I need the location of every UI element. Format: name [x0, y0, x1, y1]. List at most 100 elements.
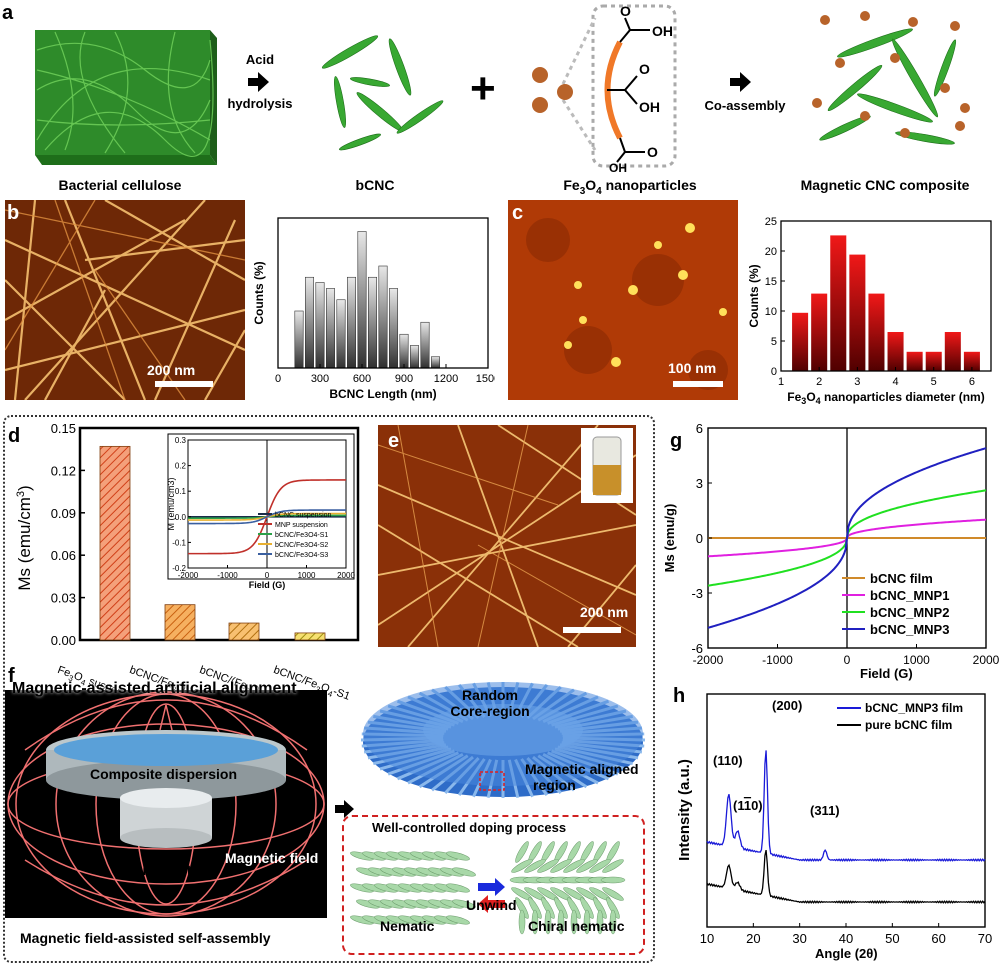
magnetic-cnc-composite-label: Magnetic CNC composite	[800, 177, 970, 193]
bcnc-length-histogram: 0 300 600 900 1200 1500 BCNC Length (nm) Coun…	[252, 217, 495, 401]
panel-b-scalebar: 200 nm	[147, 362, 196, 378]
plus-sign: +	[470, 64, 496, 113]
bcnc-rods-illustration	[321, 35, 444, 151]
o-text-2: O	[639, 61, 650, 77]
nematic-rod	[446, 883, 470, 893]
h-ylabel: Intensity (a.u.)	[676, 759, 693, 861]
b-bar	[368, 276, 378, 369]
hydrolysis-label: hydrolysis	[227, 96, 293, 111]
g-legend-label: bCNC_MNP3	[870, 622, 949, 637]
b-bar	[336, 299, 346, 369]
chiral-rod	[515, 841, 529, 863]
h-xtick-label: 10	[700, 931, 714, 946]
d-inset-ytick-label: -0.2	[172, 564, 186, 573]
c-ytick-label: 15	[765, 276, 777, 288]
d-inset-xtick-label: 1000	[298, 571, 316, 580]
o-text-3: O	[647, 144, 658, 160]
h-xtick-label: 50	[885, 931, 899, 946]
chiral-rod	[563, 859, 585, 873]
d-inset-legend-label: MNP suspension	[275, 522, 328, 529]
fe3o4-afm-image	[508, 200, 738, 400]
panel-d-chart: 0.000.030.060.090.120.15 Ms (emu/cm3) -2…	[15, 421, 360, 648]
mag-aligned-line1: Magnetic aligned	[525, 761, 639, 777]
d-inset-legend-label: bCNC suspension	[275, 512, 332, 519]
h-xtick-label: 60	[931, 931, 945, 946]
bcnc-afm-image	[5, 200, 245, 400]
fe3o4-diameter-histogram: 1 2 3 4 5 6 0 5 10 15 20 25 Fe3O4 nanoparticles dia…	[747, 216, 992, 406]
co-assembly-label: Co-assembly	[704, 98, 786, 113]
random-core-line2: Core-region	[450, 703, 530, 719]
chiral-rod	[580, 897, 594, 919]
chiral-nematic-label: Chiral nematic	[528, 918, 625, 934]
b-bar	[326, 288, 336, 369]
nematic-rod	[446, 915, 470, 925]
d-ytick-label: 0.06	[51, 548, 76, 563]
c-ytick-label: 5	[771, 336, 777, 348]
chiral-rod	[583, 909, 591, 935]
b-bar	[420, 321, 430, 369]
chiral-rod	[557, 909, 565, 935]
c-ytick-label: 20	[765, 246, 777, 258]
chiral-rod	[531, 909, 539, 935]
panel-g-chart: -2000 -1000 0 1000 2000 -6 -3 0 3 6 bCNC film bCNC_…	[662, 421, 1000, 665]
chiral-rod	[528, 897, 542, 919]
c-ylabel: Counts (%)	[747, 264, 761, 327]
g-ytick-label: 3	[696, 476, 703, 491]
c-bar	[792, 312, 809, 371]
magnetic-field-illustration	[5, 690, 327, 918]
d-inset-ytick-label: 0.3	[175, 436, 187, 445]
d-bar	[228, 622, 260, 641]
b-bar	[315, 282, 325, 369]
g-legend-label: bCNC film	[870, 571, 933, 586]
c-bar	[811, 293, 828, 371]
d-inset-legend-label: bCNC/Fe3O4-S3	[275, 552, 328, 559]
chiral-rod	[589, 859, 611, 873]
panel-h-label: h	[673, 685, 686, 707]
h-xtick-label: 40	[839, 931, 853, 946]
h-legend-2: pure bCNC film	[865, 718, 952, 732]
b-xtick-label: 300	[311, 373, 329, 385]
c-bar	[944, 332, 961, 371]
c-xtick-label: 4	[892, 376, 898, 388]
g-ytick-label: -3	[691, 586, 703, 601]
d-inset-ytick-label: -0.1	[172, 538, 186, 547]
b-bar	[294, 310, 304, 369]
chiral-rod	[576, 859, 598, 873]
panel-a-label: a	[2, 2, 14, 24]
bacterial-cellulose-label: Bacterial cellulose	[58, 177, 182, 193]
panel-f-label: f	[8, 665, 15, 687]
d-ylabel: Ms (emu/cm3)	[15, 485, 34, 590]
c-xtick-label: 2	[816, 376, 822, 388]
g-ytick-label: -6	[691, 641, 703, 656]
f-title: Magnetic-assisted artificial alignment	[12, 680, 297, 697]
chiral-rod	[537, 859, 559, 873]
composite-dispersion-label: Composite dispersion	[90, 766, 238, 782]
doping-box	[342, 815, 645, 955]
nematic-label: Nematic	[380, 918, 435, 934]
g-xtick-label: 0	[844, 653, 851, 665]
d-bar	[164, 604, 196, 641]
d-inset-ytick-label: 0.2	[175, 462, 187, 471]
g-xtick-label: -2000	[693, 653, 724, 665]
b-xtick-label: 1500	[476, 373, 495, 385]
o-text-1: O	[620, 3, 631, 19]
g-xtick-label: -1000	[762, 653, 793, 665]
g-xtick-label: 2000	[973, 653, 1000, 665]
arrow-right-icon	[248, 72, 269, 92]
nematic-rod	[452, 899, 476, 909]
chiral-rod	[544, 909, 552, 935]
radial-alignment-disk	[360, 681, 646, 799]
b-xtick-label: 1200	[434, 373, 458, 385]
chiral-rod	[554, 897, 568, 919]
chiral-rod	[570, 909, 578, 935]
panel-e-afm-image	[378, 425, 636, 647]
b-bar	[431, 356, 441, 369]
random-core-label: Random Core-region	[440, 687, 540, 719]
c-bar	[925, 351, 942, 371]
d-ytick-label: 0.12	[51, 463, 76, 478]
g-line	[707, 447, 987, 629]
chiral-rod	[515, 897, 529, 919]
mag-aligned-line2: region	[533, 777, 576, 793]
panel-d-label: d	[8, 425, 21, 447]
b-xtick-label: 0	[275, 373, 281, 385]
